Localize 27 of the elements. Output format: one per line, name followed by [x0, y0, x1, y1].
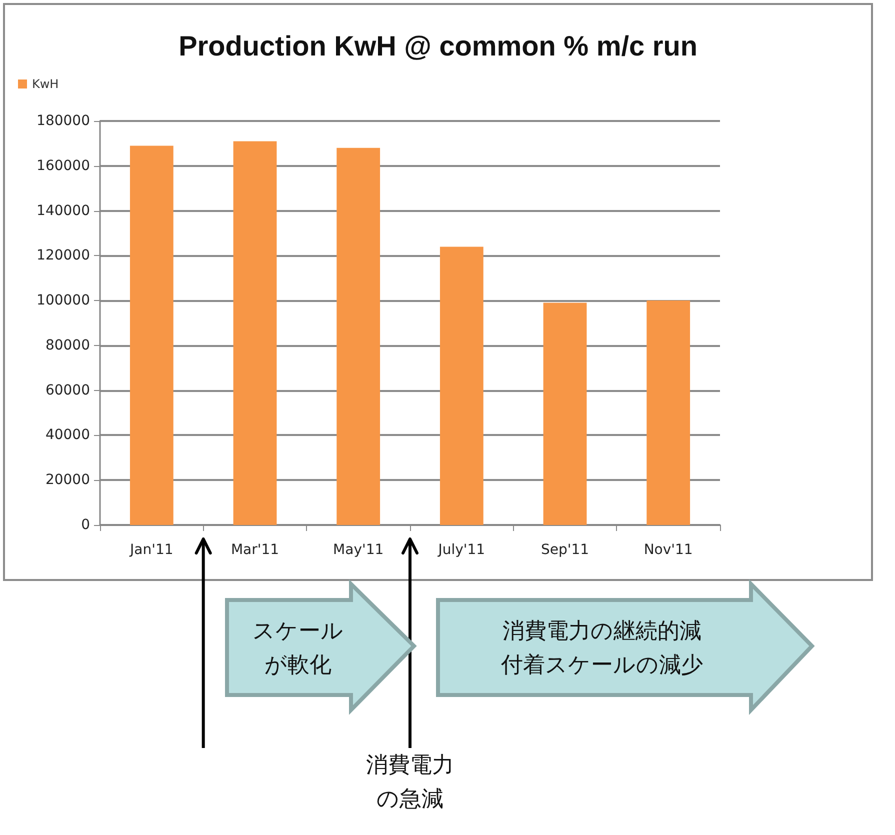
- y-tick-label: 160000: [36, 158, 90, 174]
- text: 消費電力の急減: [365, 752, 455, 814]
- x-tick-label: Nov'11: [644, 542, 693, 558]
- y-tick-label: 80000: [45, 337, 90, 354]
- y-tick-label: 60000: [45, 382, 90, 398]
- y-tick-label: 120000: [36, 248, 90, 264]
- y-tick-label: 0: [81, 517, 90, 533]
- bar: [130, 146, 174, 525]
- y-tick-label: 180000: [36, 113, 90, 129]
- x-tick-label: Mar'11: [230, 542, 280, 558]
- y-tick-label: 140000: [36, 202, 90, 219]
- x-tick-label: Jan'11: [129, 542, 174, 558]
- x-tick-label: July'11: [437, 542, 486, 558]
- legend-label: KwH: [32, 77, 59, 91]
- y-tick-label: 40000: [45, 427, 90, 444]
- x-tick-label: May'11: [333, 542, 384, 558]
- bar: [646, 300, 690, 525]
- bar: [336, 148, 380, 525]
- chart-title: Production KwH @ common % m/c run: [178, 30, 698, 62]
- y-tick-label: 20000: [45, 472, 90, 488]
- bar: [440, 246, 484, 525]
- bar: [543, 302, 587, 525]
- text: スケールが軟化: [252, 618, 344, 680]
- x-tick-label: Sep'11: [540, 542, 590, 558]
- y-tick-label: 100000: [36, 292, 90, 309]
- bar: [233, 141, 277, 525]
- text: 消費電力の継続的減付着スケールの減少: [500, 618, 704, 680]
